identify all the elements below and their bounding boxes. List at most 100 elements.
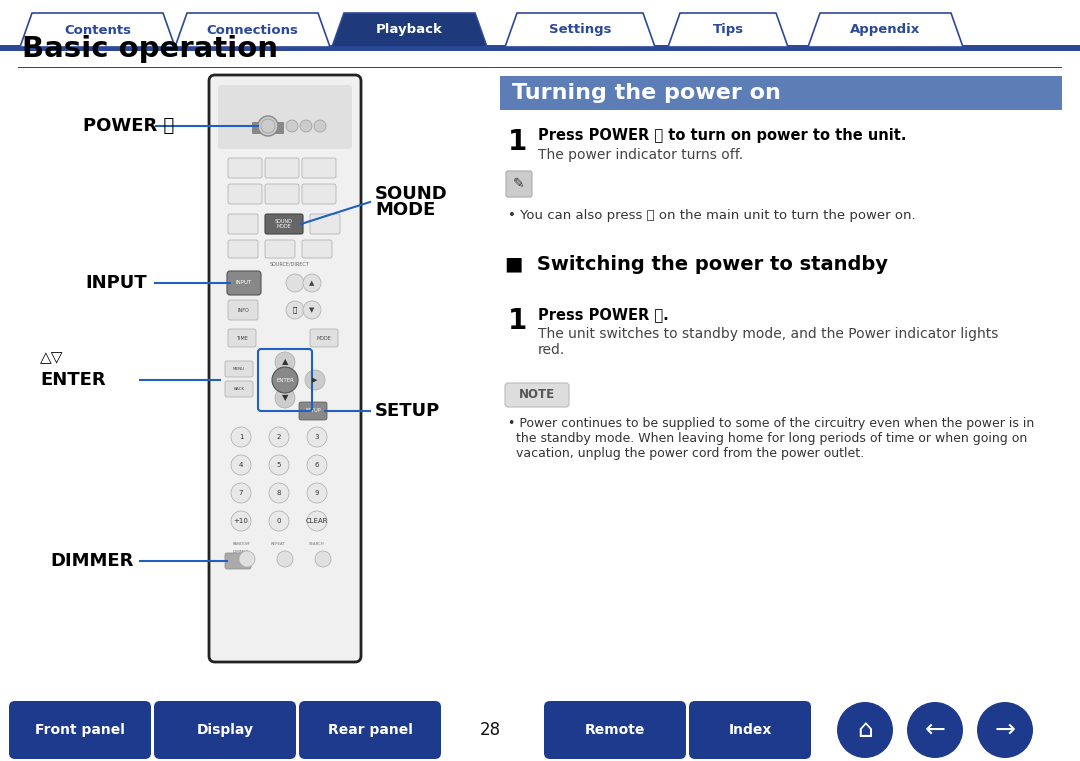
Text: Press POWER ⏻ to turn on power to the unit.: Press POWER ⏻ to turn on power to the un…	[538, 128, 906, 143]
FancyBboxPatch shape	[228, 184, 262, 204]
FancyBboxPatch shape	[265, 240, 295, 258]
FancyBboxPatch shape	[302, 158, 336, 178]
FancyBboxPatch shape	[227, 271, 261, 295]
Text: TIME: TIME	[237, 336, 248, 340]
Text: 9: 9	[314, 490, 320, 496]
Circle shape	[977, 702, 1032, 758]
Text: The power indicator turns off.: The power indicator turns off.	[538, 148, 743, 162]
Text: ⌂: ⌂	[858, 718, 873, 742]
Text: ■  Switching the power to standby: ■ Switching the power to standby	[505, 255, 888, 274]
FancyBboxPatch shape	[544, 701, 686, 759]
Circle shape	[272, 367, 298, 393]
Text: REPEAT: REPEAT	[271, 542, 286, 546]
Text: DIMMER: DIMMER	[50, 552, 133, 570]
Text: INPUT: INPUT	[85, 274, 147, 292]
Text: Rear panel: Rear panel	[327, 723, 413, 737]
FancyBboxPatch shape	[265, 158, 299, 178]
Text: INPUT: INPUT	[235, 281, 252, 285]
Text: Appendix: Appendix	[850, 24, 920, 37]
Circle shape	[231, 427, 251, 447]
Circle shape	[314, 120, 326, 132]
FancyBboxPatch shape	[507, 171, 532, 197]
Circle shape	[269, 427, 289, 447]
Text: 7: 7	[239, 490, 243, 496]
Circle shape	[261, 119, 275, 133]
FancyBboxPatch shape	[210, 75, 361, 662]
FancyBboxPatch shape	[225, 381, 253, 397]
Text: Playback: Playback	[376, 24, 443, 37]
Text: • You can also press ⏻ on the main unit to turn the power on.: • You can also press ⏻ on the main unit …	[508, 209, 916, 222]
Text: 28: 28	[480, 721, 500, 739]
Text: Press POWER ⏻.: Press POWER ⏻.	[538, 307, 669, 322]
Text: NOTE: NOTE	[518, 389, 555, 402]
Text: ENTER: ENTER	[40, 371, 106, 389]
Circle shape	[315, 551, 330, 567]
FancyBboxPatch shape	[689, 701, 811, 759]
FancyBboxPatch shape	[310, 214, 340, 234]
Circle shape	[276, 551, 293, 567]
Polygon shape	[21, 13, 175, 47]
Circle shape	[275, 352, 295, 372]
Text: SOUND
MODE: SOUND MODE	[275, 218, 293, 229]
Circle shape	[269, 511, 289, 531]
Text: The unit switches to standby mode, and the Power indicator lights: The unit switches to standby mode, and t…	[538, 327, 998, 341]
FancyBboxPatch shape	[505, 383, 569, 407]
Text: • Power continues to be supplied to some of the circuitry even when the power is: • Power continues to be supplied to some…	[508, 417, 1035, 430]
Text: RANDOM: RANDOM	[233, 542, 251, 546]
Text: Contents: Contents	[64, 24, 131, 37]
Polygon shape	[505, 13, 654, 47]
Circle shape	[307, 511, 327, 531]
Text: the standby mode. When leaving home for long periods of time or when going on: the standby mode. When leaving home for …	[508, 432, 1027, 445]
Circle shape	[258, 116, 278, 136]
FancyBboxPatch shape	[228, 240, 258, 258]
Text: ✎: ✎	[513, 177, 525, 191]
Circle shape	[303, 301, 321, 319]
Text: TOP MENU: TOP MENU	[232, 330, 254, 334]
Bar	[0, 45, 1080, 51]
Text: red.: red.	[538, 343, 565, 357]
Text: 1: 1	[508, 128, 527, 156]
Polygon shape	[808, 13, 963, 47]
Text: SOURCE/DIRECT: SOURCE/DIRECT	[270, 262, 310, 267]
Circle shape	[275, 388, 295, 408]
Text: ←: ←	[924, 718, 945, 742]
Text: MENU: MENU	[233, 367, 245, 371]
Circle shape	[286, 301, 303, 319]
Text: 0: 0	[276, 518, 281, 524]
Text: Index: Index	[728, 723, 772, 737]
FancyBboxPatch shape	[228, 329, 256, 347]
FancyBboxPatch shape	[228, 158, 262, 178]
FancyBboxPatch shape	[299, 402, 327, 420]
Text: SETUP: SETUP	[375, 402, 441, 420]
FancyBboxPatch shape	[225, 553, 251, 569]
Text: +10: +10	[233, 518, 248, 524]
Text: Display: Display	[197, 723, 254, 737]
Text: △▽: △▽	[40, 350, 64, 365]
Text: 2: 2	[276, 434, 281, 440]
Text: SOUND: SOUND	[375, 185, 448, 203]
Text: ▼: ▼	[282, 393, 288, 403]
Circle shape	[286, 274, 303, 292]
Text: Connections: Connections	[206, 24, 298, 37]
Text: BACK: BACK	[233, 387, 244, 391]
Text: SEARCH: SEARCH	[309, 542, 325, 546]
Text: DIMMER: DIMMER	[233, 550, 249, 554]
FancyBboxPatch shape	[252, 122, 284, 134]
FancyBboxPatch shape	[299, 701, 441, 759]
Text: SETUP: SETUP	[306, 409, 321, 413]
Circle shape	[907, 702, 963, 758]
Circle shape	[300, 120, 312, 132]
Circle shape	[305, 370, 325, 390]
Text: 5: 5	[276, 462, 281, 468]
Text: Front panel: Front panel	[35, 723, 125, 737]
Text: 3: 3	[314, 434, 320, 440]
Text: ▶: ▶	[312, 377, 318, 383]
Bar	[500, 76, 1062, 110]
FancyBboxPatch shape	[302, 184, 336, 204]
FancyBboxPatch shape	[302, 240, 332, 258]
FancyBboxPatch shape	[310, 329, 338, 347]
Text: Tips: Tips	[713, 24, 743, 37]
Polygon shape	[332, 13, 487, 47]
FancyBboxPatch shape	[218, 85, 352, 149]
Text: CLEAR: CLEAR	[306, 518, 328, 524]
